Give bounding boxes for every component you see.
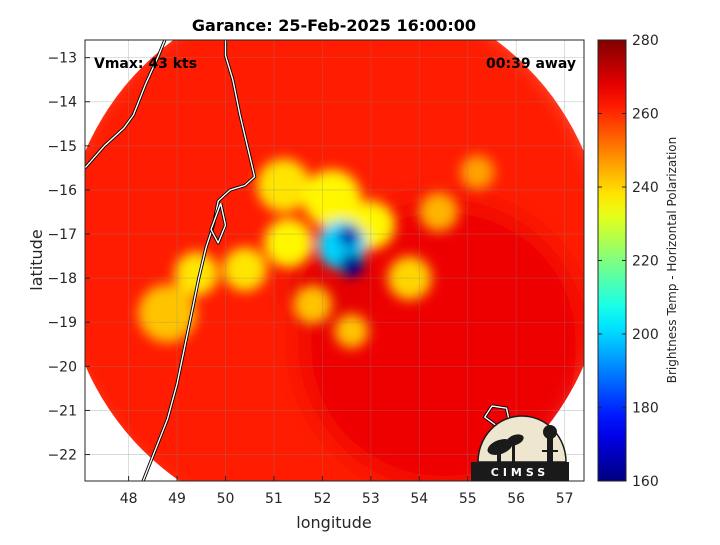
x-tick-label: 49 [168,491,186,507]
heat-feature-warm-band [293,285,333,324]
heat-feature-warm-band [419,192,459,232]
y-tick-label: −16 [47,183,77,199]
colorbar-tick-label: 260 [632,107,659,123]
x-tick-label: 53 [362,491,380,507]
cimss-logo-text: CIMSS [491,466,549,479]
y-axis-ticks: −13 −14 −15 −16 −17 −18 −19 −20 −21 −22 [47,51,90,464]
x-tick-label: 56 [507,491,525,507]
heat-feature-core [338,225,360,247]
heat-feature-warm-band [460,155,495,190]
coastline [85,40,511,481]
colorbar-tick-label: 180 [632,401,659,417]
heat-feature-warm-band [387,256,432,300]
y-tick-label: −21 [47,403,77,419]
heat-feature-warm-band [223,247,267,292]
colorbar-tick-label: 280 [632,33,659,49]
x-tick-label: 54 [410,491,428,507]
heat-feature-warm-band [256,158,311,213]
x-tick-label: 52 [313,491,331,507]
y-tick-label: −18 [47,271,77,287]
colorbar-label: Brightness Temp - Horizontal Polarizatio… [665,137,679,384]
colorbar-ticks: 160 180 200 220 240 260 280 [598,33,659,490]
y-tick-label: −17 [47,227,77,243]
colorbar-tick-label: 200 [632,327,659,343]
heat-feature-warm-band [174,251,219,296]
colorbar-tick-label: 240 [632,180,659,196]
time-away-label: 00:39 away [486,56,576,72]
heat-feature-warm-band [264,218,313,268]
x-tick-label: 57 [556,491,574,507]
cimss-logo: CIMSS [471,415,569,481]
colorbar-tick-label: 160 [632,474,659,490]
grid [85,40,584,481]
heat-feature-warm-band [138,284,197,343]
vmax-label: Vmax: 43 kts [94,56,197,72]
y-tick-label: −22 [47,448,77,464]
coastline-segment [85,40,166,169]
x-tick-label: 51 [265,491,283,507]
x-tick-label: 55 [459,491,477,507]
y-tick-label: −19 [47,315,77,331]
chart-title: Garance: 25-Feb-2025 16:00:00 [192,16,476,35]
heat-feature-core [339,252,364,278]
colorbar [597,39,627,482]
swath [85,40,584,481]
heat-feature-warm-band [334,314,369,349]
x-axis-label: longitude [296,513,371,532]
colorbar-tick-label: 220 [632,254,659,270]
x-tick-label: 50 [217,491,235,507]
plot-frame [84,39,585,482]
y-tick-label: −20 [47,359,77,375]
x-axis-ticks: 48 49 50 51 52 53 54 55 56 57 [120,476,574,507]
coastline-segment [210,202,227,244]
y-tick-label: −15 [47,139,77,155]
heat-feature-warm-band [303,169,362,228]
y-tick-label: −14 [47,95,77,111]
heatmap-layer [85,40,584,481]
x-tick-label: 48 [120,491,138,507]
y-tick-label: −13 [47,51,77,67]
y-axis-label: latitude [27,229,46,290]
